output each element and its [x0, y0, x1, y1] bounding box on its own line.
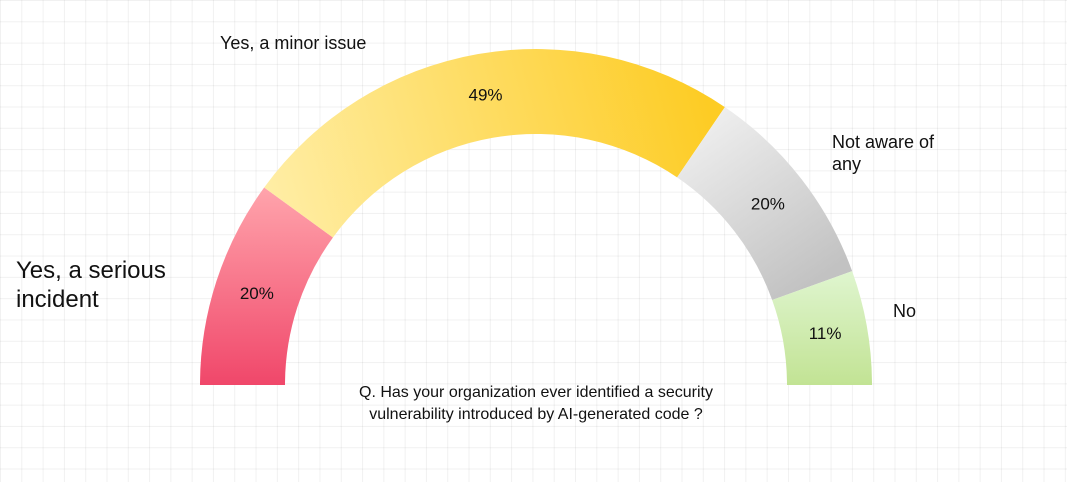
category-label-no: No — [893, 301, 917, 321]
category-label-minor-issue: Yes, a minor issue — [220, 33, 367, 53]
gauge-segment-minor-issue — [264, 49, 725, 238]
gauge-segment-not-aware — [677, 107, 853, 300]
value-label-serious-incident: 20% — [240, 284, 274, 303]
value-label-no: 11% — [809, 324, 842, 343]
gauge-segment-no — [772, 271, 873, 385]
value-label-not-aware: 20% — [751, 195, 785, 214]
value-label-minor-issue: 49% — [469, 85, 503, 104]
gauge-segment-serious-incident — [200, 187, 333, 385]
category-label-serious-incident: Yes, a serious incident — [16, 257, 166, 313]
category-label-not-aware: Not aware of any — [832, 132, 935, 174]
survey-question: Q. Has your organization ever identified… — [359, 384, 713, 423]
